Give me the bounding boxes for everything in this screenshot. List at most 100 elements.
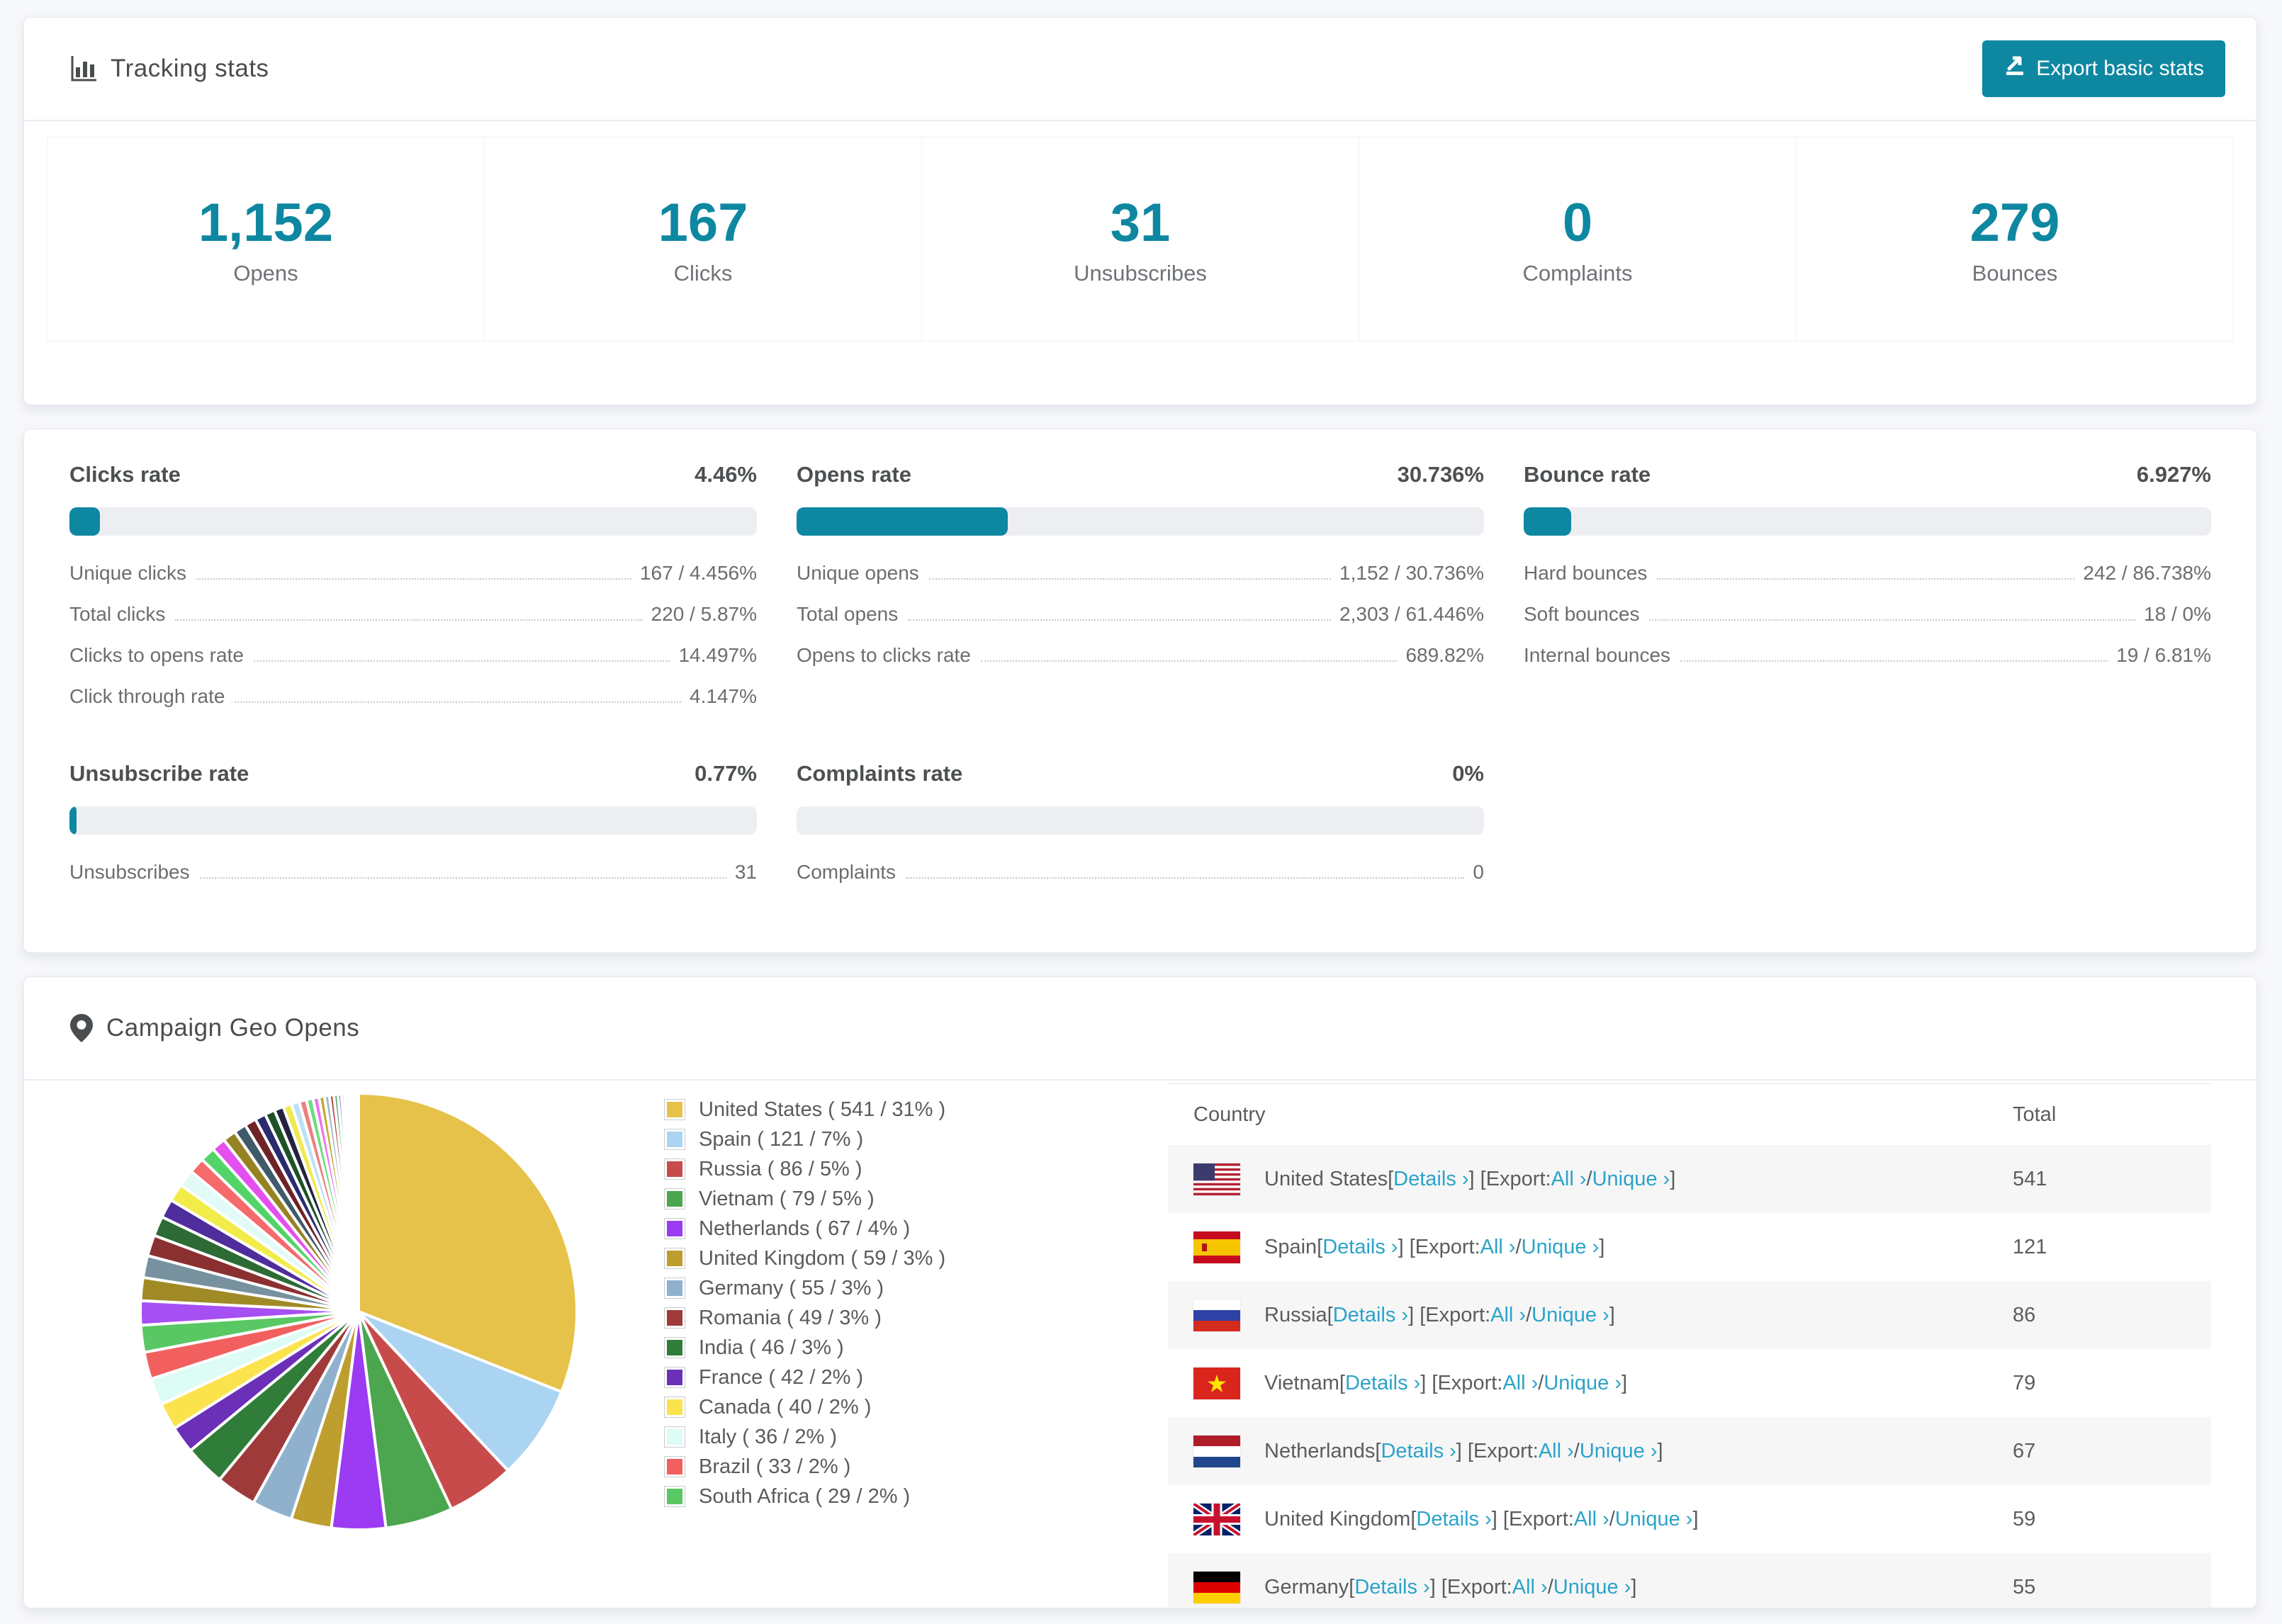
rate-panel-opens-rate: Opens rate 30.736% Unique opens 1,152 / 30.… [797,462,1484,717]
export-all-link[interactable]: All › [1538,1439,1574,1462]
export-unique-link[interactable]: Unique › [1544,1371,1621,1394]
legend-item-spain[interactable]: Spain ( 121 / 7% ) [665,1124,1047,1154]
legend-label: Canada ( 40 / 2% ) [699,1395,872,1419]
export-all-link[interactable]: All › [1512,1575,1548,1598]
export-all-link[interactable]: All › [1502,1371,1539,1394]
country-cell: Russia [Details ›] [Export: All › / Uniq… [1168,1299,2013,1331]
rate-row-label: Total opens [797,603,899,625]
export-all-link[interactable]: All › [1490,1303,1527,1326]
stat-box-bounces: 279 Bounces [1797,137,2233,341]
legend-item-romania[interactable]: Romania ( 49 / 3% ) [665,1303,1047,1333]
legend-item-vietnam[interactable]: Vietnam ( 79 / 5% ) [665,1184,1047,1214]
legend-swatch [665,1248,685,1268]
export-unique-link[interactable]: Unique › [1521,1235,1600,1258]
rate-title: Complaints rate [797,761,963,786]
details-link[interactable]: Details › [1332,1303,1409,1326]
table-row-russia: Russia [Details ›] [Export: All › / Uniq… [1168,1281,2211,1349]
export-prefix: Export: [1425,1303,1491,1326]
export-all-link[interactable]: All › [1573,1507,1609,1530]
tracking-stats-header: Tracking stats Export basic stats [24,18,2256,121]
country-cell: United States [Details ›] [Export: All ›… [1168,1163,2013,1195]
table-row-united-states: United States [Details ›] [Export: All ›… [1168,1145,2211,1213]
legend-swatch [665,1397,685,1417]
legend-item-united-kingdom[interactable]: United Kingdom ( 59 / 3% ) [665,1244,1047,1273]
geo-table-header: Country Total [1168,1084,2211,1145]
rate-row-total-opens: Total opens 2,303 / 61.446% [797,594,1484,635]
dotted-leader [906,877,1465,879]
legend-item-brazil[interactable]: Brazil ( 33 / 2% ) [665,1452,1047,1482]
stat-label-complaints: Complaints [1522,261,1633,286]
export-basic-stats-button[interactable]: Export basic stats [1982,40,2225,97]
dotted-leader [980,660,1398,662]
rate-row-label: Unsubscribes [69,861,190,883]
rate-value: 4.46% [695,462,757,487]
rate-row-click-through-rate: Click through rate 4.147% [69,676,757,717]
details-link[interactable]: Details › [1416,1507,1492,1530]
legend-item-canada[interactable]: Canada ( 40 / 2% ) [665,1392,1047,1422]
rate-row-label: Complaints [797,861,896,883]
legend-swatch [665,1457,685,1477]
column-header-country: Country [1193,1103,1266,1126]
stat-value-clicks: 167 [658,193,748,253]
rate-panel-unsubscribe-rate: Unsubscribe rate 0.77% Unsubscribes 31 [69,761,757,893]
rate-row-soft-bounces: Soft bounces 18 / 0% [1524,594,2211,635]
legend-item-india[interactable]: India ( 46 / 3% ) [665,1333,1047,1363]
tracking-stats-card: Tracking stats Export basic stats 1,152 O… [23,17,2257,405]
legend-swatch [665,1487,685,1506]
export-unique-link[interactable]: Unique › [1592,1167,1670,1190]
map-pin-icon [69,1013,94,1043]
export-prefix: Export: [1415,1235,1480,1258]
export-all-link[interactable]: All › [1551,1167,1587,1190]
rate-row-value: 18 / 0% [2144,603,2211,625]
flag-icon-us [1193,1163,1240,1195]
legend-item-russia[interactable]: Russia ( 86 / 5% ) [665,1154,1047,1184]
rate-panel-complaints-rate: Complaints rate 0% Complaints 0 [797,761,1484,893]
legend-label: Spain ( 121 / 7% ) [699,1127,864,1151]
export-unique-link[interactable]: Unique › [1614,1507,1693,1530]
flag-icon-ru [1193,1299,1240,1331]
export-icon [2003,55,2026,83]
dotted-leader [1649,619,2136,621]
export-unique-link[interactable]: Unique › [1553,1575,1631,1598]
details-link[interactable]: Details › [1322,1235,1398,1258]
legend-item-south-africa[interactable]: South Africa ( 29 / 2% ) [665,1482,1047,1511]
legend-item-netherlands[interactable]: Netherlands ( 67 / 4% ) [665,1214,1047,1244]
geo-content: United States ( 541 / 31% ) Spain ( 121 /… [24,1081,2256,1608]
total-cell: 86 [2013,1303,2036,1326]
rate-row-value: 19 / 6.81% [2116,644,2211,666]
flag-icon-vn [1193,1367,1240,1399]
flag-icon-es [1193,1231,1240,1263]
pie-slice-spain[interactable] [357,1310,563,1472]
total-cell: 79 [2013,1371,2036,1394]
details-link[interactable]: Details › [1393,1167,1469,1190]
export-prefix: Export: [1508,1507,1574,1530]
rate-row-value: 31 [734,861,757,883]
legend-label: United States ( 541 / 31% ) [699,1098,946,1121]
rate-row-label: Total clicks [69,603,166,625]
legend-label: Germany ( 55 / 3% ) [699,1276,884,1299]
stat-label-bounces: Bounces [1972,261,2058,286]
export-prefix: Export: [1437,1371,1503,1394]
details-link[interactable]: Details › [1344,1371,1421,1394]
export-all-link[interactable]: All › [1480,1235,1516,1258]
stat-label-opens: Opens [233,261,298,286]
pie-slice-united-states[interactable] [357,1092,578,1394]
rate-row-value: 167 / 4.456% [639,562,757,584]
total-cell: 67 [2013,1439,2036,1462]
country-name: Netherlands [1264,1439,1376,1462]
details-link[interactable]: Details › [1381,1439,1456,1462]
legend-swatch [665,1219,685,1239]
rate-title: Bounce rate [1524,462,1651,487]
export-unique-link[interactable]: Unique › [1579,1439,1658,1462]
country-name: United States [1264,1167,1388,1190]
export-unique-link[interactable]: Unique › [1531,1303,1609,1326]
details-link[interactable]: Details › [1354,1575,1430,1598]
rate-value: 0.77% [695,761,757,786]
legend-item-germany[interactable]: Germany ( 55 / 3% ) [665,1273,1047,1303]
legend-swatch [665,1368,685,1387]
legend-item-united-states[interactable]: United States ( 541 / 31% ) [665,1095,1047,1124]
legend-item-france[interactable]: France ( 42 / 2% ) [665,1363,1047,1392]
legend-item-italy[interactable]: Italy ( 36 / 2% ) [665,1422,1047,1452]
country-name: Vietnam [1264,1371,1339,1394]
rate-row-unique-opens: Unique opens 1,152 / 30.736% [797,553,1484,594]
